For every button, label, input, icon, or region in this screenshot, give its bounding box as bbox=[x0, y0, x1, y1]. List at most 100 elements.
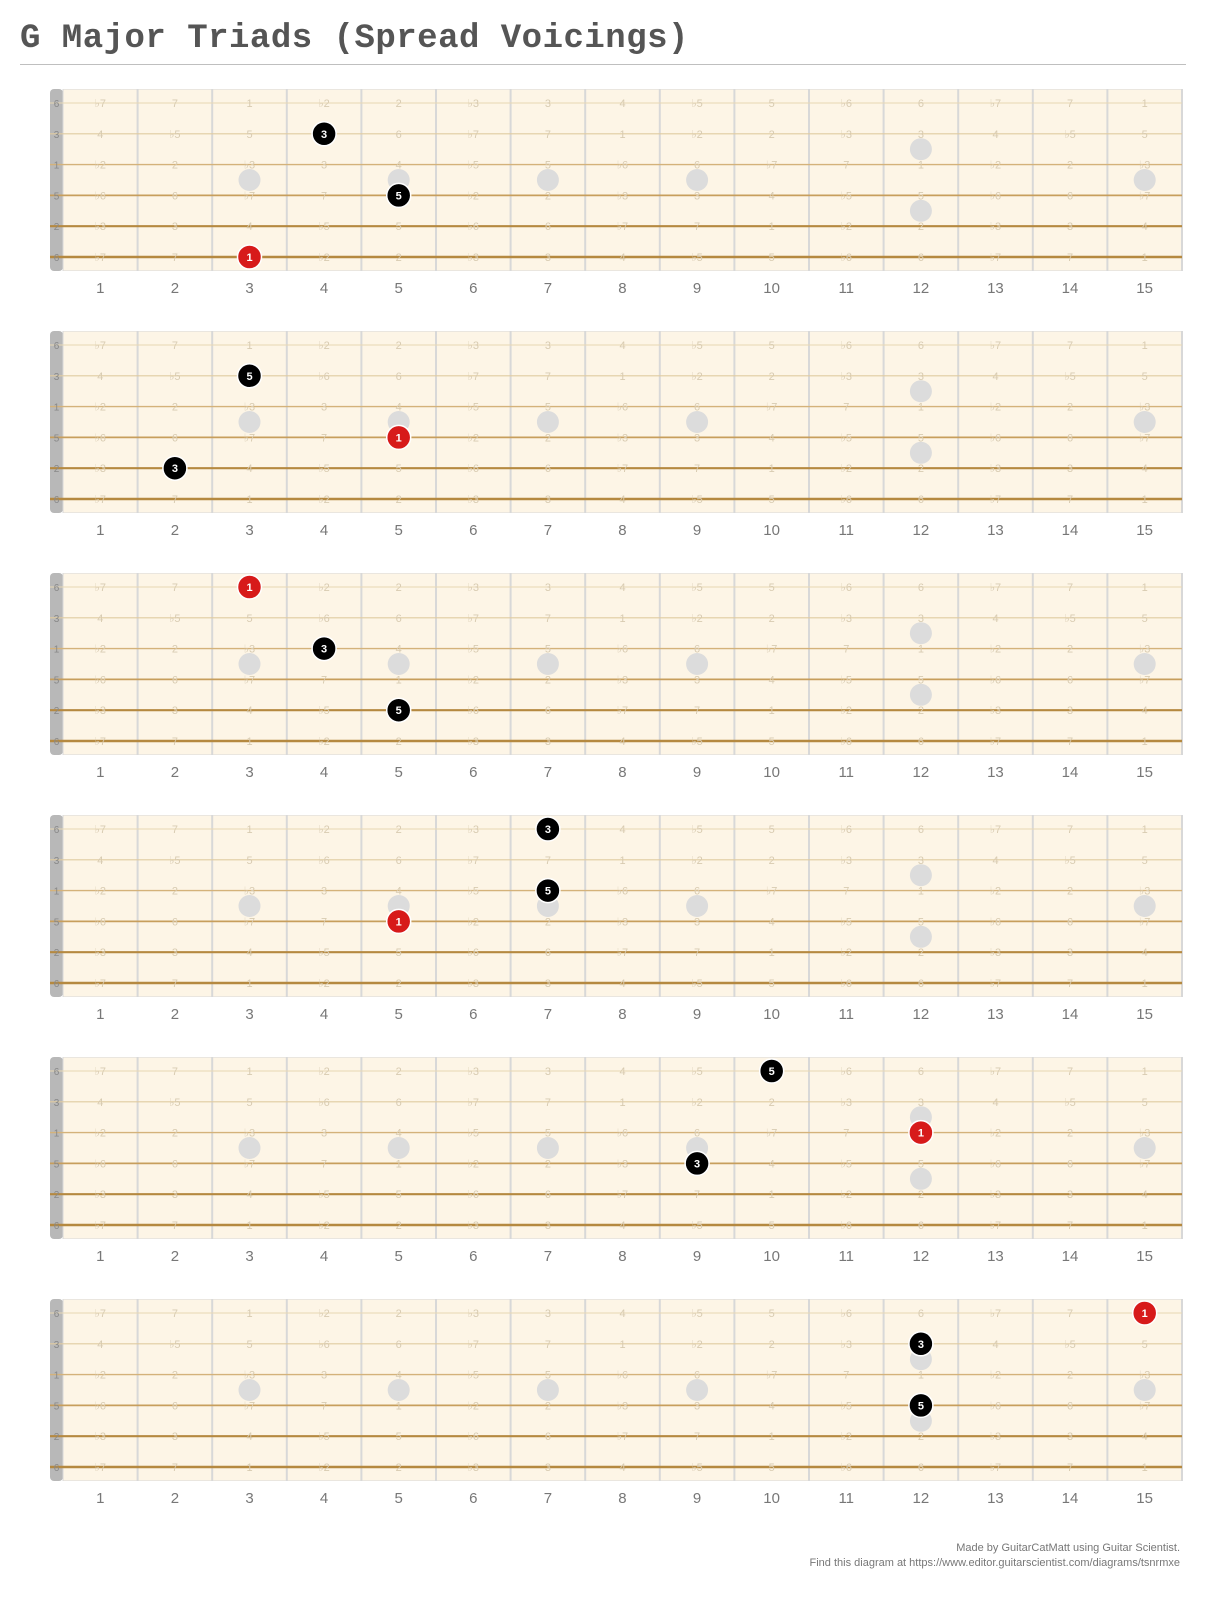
fret-number: 9 bbox=[660, 1248, 735, 1265]
ghost-interval: ♭5 bbox=[318, 705, 329, 717]
inlay-dot bbox=[910, 864, 932, 886]
ghost-interval: ♭6 bbox=[990, 916, 1001, 928]
ghost-interval: ♭7 bbox=[1139, 916, 1150, 928]
ghost-interval: 1 bbox=[769, 221, 775, 233]
ghost-interval: 4 bbox=[97, 129, 103, 141]
ghost-interval: 4 bbox=[619, 252, 625, 264]
ghost-interval: ♭2 bbox=[95, 160, 106, 172]
fret-number: 4 bbox=[287, 522, 362, 539]
ghost-interval: ♭5 bbox=[468, 886, 479, 898]
ghost-interval: 1 bbox=[246, 494, 252, 506]
ghost-interval: ♭2 bbox=[990, 886, 1001, 898]
ghost-interval: 6 bbox=[545, 221, 551, 233]
ghost-interval: 1 bbox=[1142, 736, 1148, 748]
ghost-interval: ♭6 bbox=[468, 463, 479, 475]
nut-label: 2 bbox=[54, 222, 60, 233]
ghost-interval: ♭5 bbox=[691, 824, 702, 836]
ghost-interval: ♭7 bbox=[95, 98, 106, 110]
ghost-interval: 7 bbox=[545, 1097, 551, 1109]
ghost-interval: 4 bbox=[396, 402, 402, 414]
svg-text:5: 5 bbox=[918, 1400, 924, 1412]
inlay-dot bbox=[388, 1379, 410, 1401]
ghost-interval: 6 bbox=[396, 613, 402, 625]
ghost-interval: 4 bbox=[619, 1220, 625, 1232]
ghost-interval: 6 bbox=[1067, 1158, 1073, 1170]
ghost-interval: ♭2 bbox=[318, 1462, 329, 1474]
ghost-interval: ♭7 bbox=[244, 432, 255, 444]
ghost-interval: 3 bbox=[545, 736, 551, 748]
ghost-interval: ♭7 bbox=[766, 402, 777, 414]
ghost-interval: 5 bbox=[769, 824, 775, 836]
fret-number: 10 bbox=[734, 522, 809, 539]
ghost-interval: ♭2 bbox=[691, 1097, 702, 1109]
ghost-interval: ♭2 bbox=[468, 190, 479, 202]
ghost-interval: 1 bbox=[769, 947, 775, 959]
inlay-dot bbox=[910, 138, 932, 160]
ghost-interval: 4 bbox=[1142, 463, 1148, 475]
ghost-interval: ♭6 bbox=[617, 644, 628, 656]
ghost-interval: ♭6 bbox=[617, 402, 628, 414]
ghost-interval: 3 bbox=[1067, 705, 1073, 717]
ghost-interval: 7 bbox=[172, 736, 178, 748]
ghost-interval: 1 bbox=[1142, 582, 1148, 594]
fret-number: 8 bbox=[585, 1490, 660, 1507]
fretboard-diagram-6: 631526♭771♭22♭334♭55♭66♭7714♭55♭66♭771♭2… bbox=[20, 1299, 1186, 1481]
ghost-interval: ♭7 bbox=[617, 705, 628, 717]
ghost-interval: ♭6 bbox=[841, 582, 852, 594]
ghost-interval: ♭6 bbox=[841, 736, 852, 748]
ghost-interval: 7 bbox=[321, 432, 327, 444]
ghost-interval: ♭6 bbox=[841, 252, 852, 264]
inlay-dot bbox=[537, 653, 559, 675]
ghost-interval: 1 bbox=[246, 340, 252, 352]
ghost-interval: 7 bbox=[1067, 1308, 1073, 1320]
ghost-interval: ♭6 bbox=[617, 1128, 628, 1140]
ghost-interval: 4 bbox=[769, 674, 775, 686]
ghost-interval: 6 bbox=[1067, 674, 1073, 686]
ghost-interval: ♭6 bbox=[990, 1158, 1001, 1170]
fret-number: 2 bbox=[138, 1006, 213, 1023]
fret-number: 12 bbox=[884, 280, 959, 297]
nut-label: 3 bbox=[54, 614, 60, 625]
ghost-interval: ♭3 bbox=[1139, 160, 1150, 172]
ghost-interval: ♭3 bbox=[617, 1158, 628, 1170]
svg-text:3: 3 bbox=[694, 1158, 700, 1170]
ghost-interval: ♭5 bbox=[468, 1370, 479, 1382]
ghost-interval: 5 bbox=[769, 1308, 775, 1320]
ghost-interval: ♭2 bbox=[468, 432, 479, 444]
ghost-interval: 4 bbox=[246, 463, 252, 475]
ghost-interval: 1 bbox=[1142, 1462, 1148, 1474]
ghost-interval: 6 bbox=[918, 1066, 924, 1078]
ghost-interval: ♭7 bbox=[766, 160, 777, 172]
fret-number: 11 bbox=[809, 280, 884, 297]
ghost-interval: ♭5 bbox=[691, 1462, 702, 1474]
ghost-interval: 4 bbox=[1142, 947, 1148, 959]
ghost-interval: ♭7 bbox=[990, 98, 1001, 110]
ghost-interval: 7 bbox=[694, 947, 700, 959]
svg-text:1: 1 bbox=[246, 252, 252, 264]
ghost-interval: ♭7 bbox=[468, 855, 479, 867]
ghost-interval: ♭7 bbox=[990, 1220, 1001, 1232]
ghost-interval: ♭7 bbox=[617, 1189, 628, 1201]
ghost-interval: 2 bbox=[396, 494, 402, 506]
fretboard-diagram-1: 631526♭771♭22♭334♭55♭66♭7714♭55♭66♭771♭2… bbox=[20, 89, 1186, 271]
fretboard-diagram-5: 631526♭771♭22♭334♭55♭66♭7714♭55♭66♭771♭2… bbox=[20, 1057, 1186, 1239]
ghost-interval: 1 bbox=[619, 613, 625, 625]
ghost-interval: ♭3 bbox=[841, 1097, 852, 1109]
ghost-interval: ♭3 bbox=[468, 1308, 479, 1320]
ghost-interval: 6 bbox=[545, 1431, 551, 1443]
ghost-interval: ♭5 bbox=[691, 1066, 702, 1078]
inlay-dot bbox=[239, 411, 261, 433]
ghost-interval: ♭7 bbox=[617, 463, 628, 475]
ghost-interval: 1 bbox=[1142, 252, 1148, 264]
ghost-interval: 2 bbox=[172, 1370, 178, 1382]
ghost-interval: ♭5 bbox=[1064, 129, 1075, 141]
ghost-interval: 1 bbox=[769, 1431, 775, 1443]
nut-label: 6 bbox=[54, 737, 60, 748]
svg-text:1: 1 bbox=[396, 432, 402, 444]
ghost-interval: ♭6 bbox=[990, 190, 1001, 202]
ghost-interval: ♭3 bbox=[990, 463, 1001, 475]
ghost-interval: ♭7 bbox=[95, 1308, 106, 1320]
ghost-interval: 1 bbox=[619, 1339, 625, 1351]
ghost-interval: ♭5 bbox=[1064, 1097, 1075, 1109]
ghost-interval: 3 bbox=[172, 947, 178, 959]
